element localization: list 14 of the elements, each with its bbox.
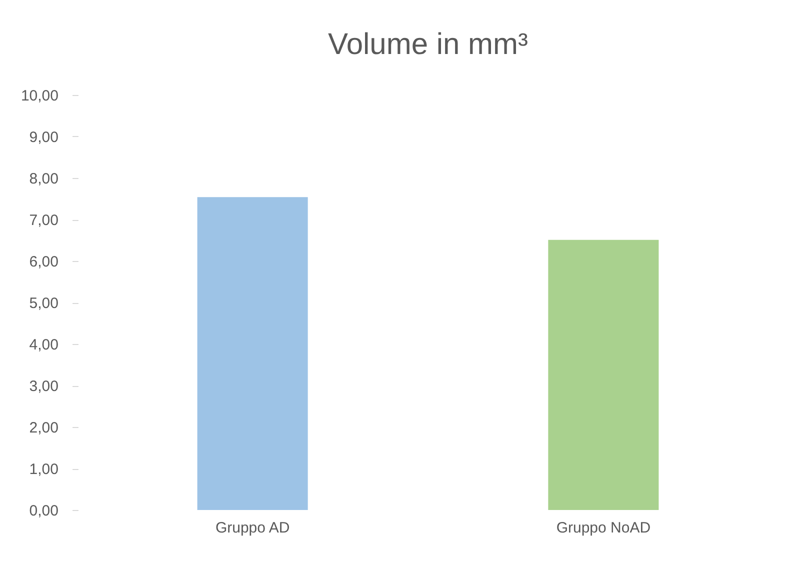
chart-title: Volume in mm³ <box>328 28 528 61</box>
y-tick-label: 5,00 <box>29 295 58 312</box>
y-tick-label: 1,00 <box>29 461 58 478</box>
y-tick-label: 6,00 <box>29 254 58 270</box>
y-tick-label: 4,00 <box>29 336 58 354</box>
y-tick-label: 10,00 <box>20 88 58 104</box>
y-tick-label: 2,00 <box>29 420 58 436</box>
x-tick-label: Gruppo NoAD <box>556 520 651 536</box>
x-tick-label: Gruppo AD <box>215 520 290 536</box>
y-tick-label: 0,00 <box>29 502 58 520</box>
y-tick-label: 9,00 <box>29 129 58 146</box>
y-tick-label: 7,00 <box>29 212 58 229</box>
y-tick-label: 3,00 <box>29 378 58 395</box>
y-tick-label: 8,00 <box>29 170 58 188</box>
